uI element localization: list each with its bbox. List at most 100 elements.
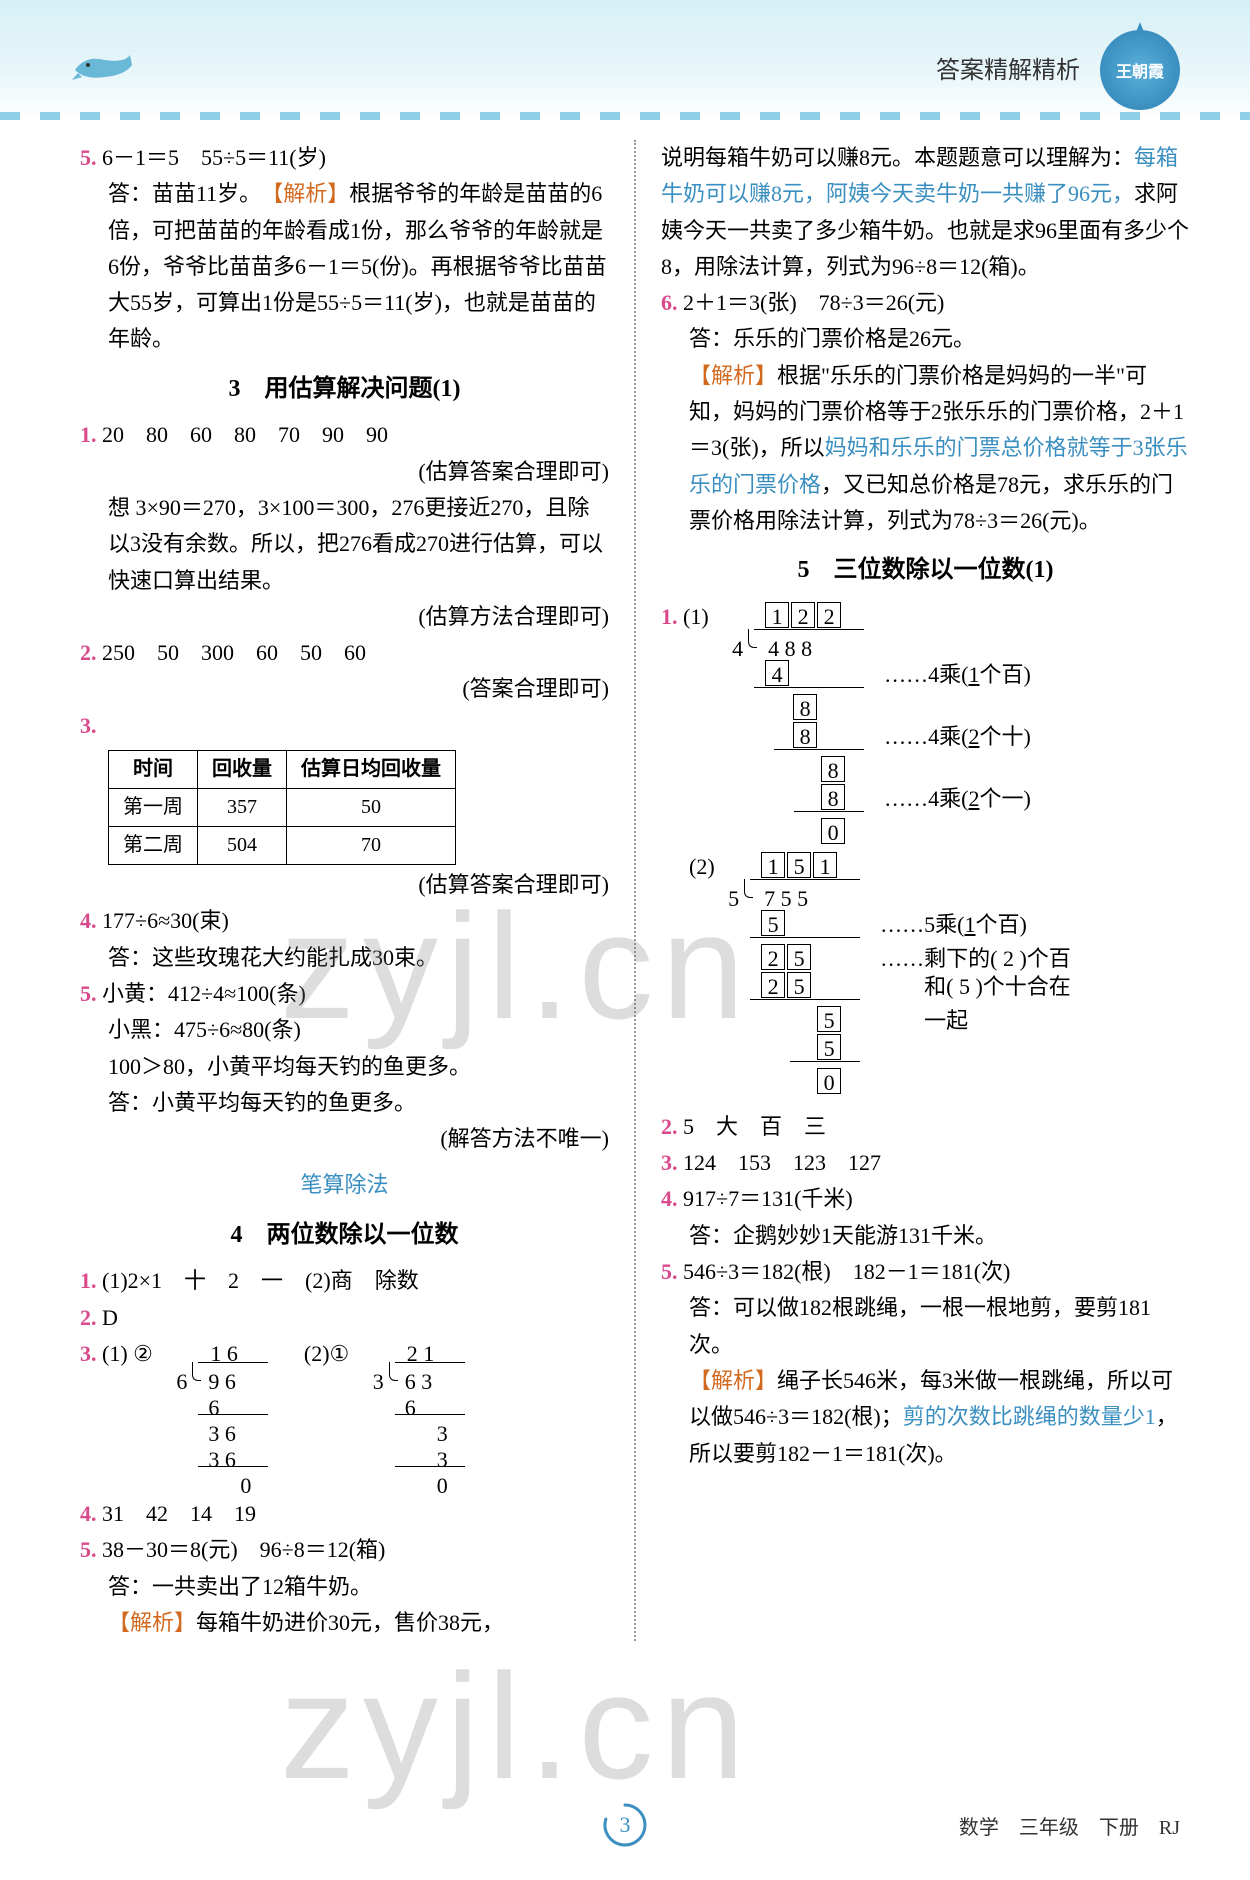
long-division-boxed-2: 151 5 7 5 5 5 ……5乘(1个百) 25 ……剩下的( 2 )个百 … [720,849,1140,1109]
qbox: 2 [817,602,841,628]
q-num: 4. [80,1501,97,1526]
subsection-title: 笔算除法 [80,1167,609,1203]
s4q5a: 38－30＝8(元) 96÷8＝12(箱) [102,1537,385,1562]
td: 第一周 [109,789,198,827]
td: 357 [198,789,287,827]
column-divider [634,140,636,1641]
annot: ……4乘(2个十) [874,719,1031,755]
u: 2 [968,786,979,811]
s5q3: 124 153 123 127 [683,1150,881,1175]
s5q2: 5 大 百 三 [683,1114,826,1139]
footer-text: 数学 三年级 下册 RJ [959,1811,1180,1840]
s3q5c: 100＞80，小黄平均每天钓的鱼更多。 [80,1049,609,1085]
s4q4: 31 42 14 19 [102,1501,256,1526]
recycle-table: 时间 回收量 估算日均回收量 第一周 357 50 第二周 504 70 [108,750,456,865]
header-badge: 王朝霞 [1100,30,1190,110]
page-header: 答案精解精析 王朝霞 [0,0,1250,120]
sbox: 8 [793,694,817,720]
section-4-title: 4 两位数除以一位数 [80,1216,609,1256]
s4q3-l1: (1) ② [102,1341,153,1366]
sbox: 8 [821,784,845,810]
qbox: 2 [791,602,815,628]
th: 估算日均回收量 [287,751,456,789]
td: 504 [198,827,287,865]
q-num: 1. [80,1268,97,1293]
s3q5-note: (解答方法不唯一) [80,1121,609,1157]
sbox: 5 [817,1034,841,1060]
sbox: 2 [761,972,785,998]
jiexi-label: 【解析】 [272,181,349,206]
th: 回收量 [198,751,287,789]
s3q3-note: (估算答案合理即可) [80,867,609,903]
sbox: 5 [787,972,811,998]
page-num: 3 [620,1812,631,1837]
divisor: 6 [176,1364,187,1400]
qbox: 1 [765,602,789,628]
right-column: 说明每箱牛奶可以赚8元。本题题意可以理解为：每箱牛奶可以赚8元，阿姨今天卖牛奶一… [641,140,1190,1641]
long-division-2: 2 1 3 6 3 6 3 3 0 [365,1336,475,1496]
s3q5d: 答：小黄平均每天钓的鱼更多。 [80,1085,609,1121]
divisor: 4 [732,631,743,667]
step: 3 6 [208,1442,236,1478]
th: 时间 [109,751,198,789]
sbox: 2 [761,944,785,970]
q6b: 答：乐乐的门票价格是26元。 [661,321,1190,357]
q-num: 4. [80,908,97,933]
divisor: 5 [728,881,739,917]
annot: 和( 5 )个十合在 [870,969,1071,1005]
u: 2 [968,724,979,749]
q-num: 3. [661,1150,678,1175]
u: 1 [968,662,979,687]
q-num: 3. [80,713,97,738]
sbox: 5 [787,944,811,970]
s3q2-note: (答案合理即可) [80,671,609,707]
q-num: 2. [80,640,97,665]
jiexi-label: 【解析】 [108,1610,196,1635]
q-num: 5. [661,1259,678,1284]
s3q1-b: 想 3×90＝270，3×100＝300，276更接近270，且除以3没有余数。… [80,490,609,599]
s4q2: D [102,1305,118,1330]
q-num: 5. [80,1537,97,1562]
q-num: 2. [661,1114,678,1139]
sbox: 5 [817,1006,841,1032]
q-num: 5. [80,981,97,1006]
q-num: 6. [661,290,678,315]
s5q4a: 917÷7＝131(千米) [683,1186,853,1211]
page-number-icon: 3 [600,1800,650,1850]
cont1: 说明每箱牛奶可以赚8元。本题题意可以理解为： [661,145,1134,170]
s4q5-jiexi: 每箱牛奶进价30元，售价38元， [196,1610,504,1635]
sbox: 4 [765,660,789,686]
q-num: 2. [80,1305,97,1330]
sbox: 0 [821,818,845,844]
u: 1 [964,912,975,937]
left-column: 5. 6－1＝5 55÷5＝11(岁) 答：苗苗11岁。 【解析】根据爷爷的年龄… [80,140,629,1641]
q5-calc: 6－1＝5 55÷5＝11(岁) [102,145,326,170]
td: 第二周 [109,827,198,865]
s3q1-note2: (估算方法合理即可) [80,599,609,635]
jiexi-label: 【解析】 [689,1368,777,1393]
jiexi-label: 【解析】 [689,363,777,388]
s4q5b: 答：一共卖出了12箱牛奶。 [80,1569,609,1605]
sbox: 8 [793,722,817,748]
main-content: 5. 6－1＝5 55÷5＝11(岁) 答：苗苗11岁。 【解析】根据爷爷的年龄… [0,120,1250,1661]
s4q1: (1)2×1 十 2 一 (2)商 除数 [102,1268,419,1293]
divisor: 3 [373,1364,384,1400]
s5q5b: 答：可以做182根跳绳，一根一根地剪，要剪181次。 [661,1290,1190,1363]
badge-text: 王朝霞 [1100,30,1180,110]
s5q5a: 546÷3＝182(根) 182－1＝181(次) [683,1259,1010,1284]
sbox: 8 [821,756,845,782]
long-division-boxed-1: 122 4 4 8 8 4 ……4乘(1个百) 8 8 ……4乘(2个十) 8 … [724,599,1144,849]
q5-jiexi: 根据爷爷的年龄是苗苗的6倍，可把苗苗的年龄看成1份，那么爷爷的年龄就是6份，爷爷… [108,181,607,351]
td: 50 [287,789,456,827]
s5q5-blue: 剪的次数比跳绳的数量少1 [903,1404,1156,1429]
annot: ……5乘(1个百) [870,907,1027,943]
s4q3-l2: (2)① [304,1341,349,1366]
q-num: 3. [80,1341,97,1366]
s3q5b: 小黑：475÷6≈80(条) [80,1012,609,1048]
q-num: 1. [80,422,97,447]
watermark-2: zyjl.cn [280,1640,753,1813]
s3q1-note1: (估算答案合理即可) [80,454,609,490]
section-3-title: 3 用估算解决问题(1) [80,370,609,410]
step: 0 [240,1468,251,1504]
s3q4a: 177÷6≈30(束) [102,908,229,933]
